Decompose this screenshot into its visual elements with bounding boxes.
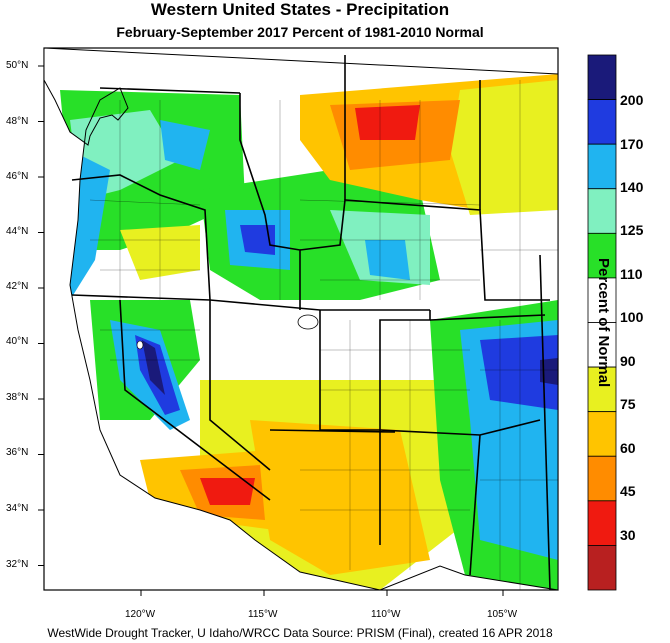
- lon-label-115: 115°W: [248, 609, 278, 620]
- county-lines: [89, 80, 558, 590]
- colorbar-tick-100: 100: [620, 309, 644, 325]
- lat-label-32: 32°N: [6, 559, 29, 570]
- map-title: Western United States - Precipitation: [150, 0, 450, 19]
- colorbar-tick-110: 110: [620, 266, 643, 282]
- lat-label-36: 36°N: [6, 447, 29, 458]
- lat-label-40: 40°N: [6, 336, 29, 347]
- colorbar-segment: [587, 277, 617, 323]
- lat-label-44: 44°N: [6, 226, 29, 237]
- lake-tahoe: [136, 340, 144, 350]
- lat-label-38: 38°N: [6, 392, 29, 403]
- colorbar-tick-75: 75: [620, 396, 636, 412]
- lat-label-42: 42°N: [6, 281, 29, 292]
- colorbar-tick-170: 170: [620, 136, 644, 152]
- colorbar-segment: [587, 545, 617, 591]
- colorbar-segment: [587, 411, 617, 457]
- lat-label-46: 46°N: [6, 171, 29, 182]
- lat-label-34: 34°N: [6, 503, 29, 514]
- colorbar-tick-140: 140: [620, 179, 644, 195]
- map-subtitle: February-September 2017 Percent of 1981-…: [116, 24, 484, 40]
- lon-label-110: 110°W: [371, 609, 401, 620]
- colorbar-segment: [587, 232, 617, 279]
- colorbar-tick-90: 90: [620, 353, 636, 369]
- latitude-ticks: [38, 65, 44, 566]
- colorbar-segment: [587, 455, 617, 502]
- colorbar-segment: [587, 322, 617, 368]
- colorbar-tick-200: 200: [620, 92, 644, 108]
- colorbar: [587, 54, 617, 591]
- lat-label-48: 48°N: [6, 116, 29, 127]
- lon-label-120: 120°W: [125, 609, 156, 620]
- colorbar-tick-45: 45: [620, 483, 636, 499]
- colorbar-tick-30: 30: [620, 527, 636, 543]
- colorbar-segment: [587, 99, 617, 145]
- lat-label-50: 50°N: [6, 60, 29, 71]
- colorbar-segment: [587, 143, 617, 190]
- state-boundaries: [71, 55, 551, 591]
- colorbar-segment: [587, 500, 617, 546]
- source-credit: WestWide Drought Tracker, U Idaho/WRCC D…: [47, 626, 553, 640]
- lon-label-105: 105°W: [487, 609, 518, 620]
- longitude-ticks: [140, 590, 504, 596]
- great-salt-lake: [297, 314, 319, 330]
- colorbar-segment: [587, 188, 617, 234]
- colorbar-title: Percent of Normal: [595, 258, 612, 388]
- colorbar-tick-125: 125: [620, 222, 644, 238]
- colorbar-segment: [587, 54, 617, 100]
- colorbar-tick-60: 60: [620, 440, 636, 456]
